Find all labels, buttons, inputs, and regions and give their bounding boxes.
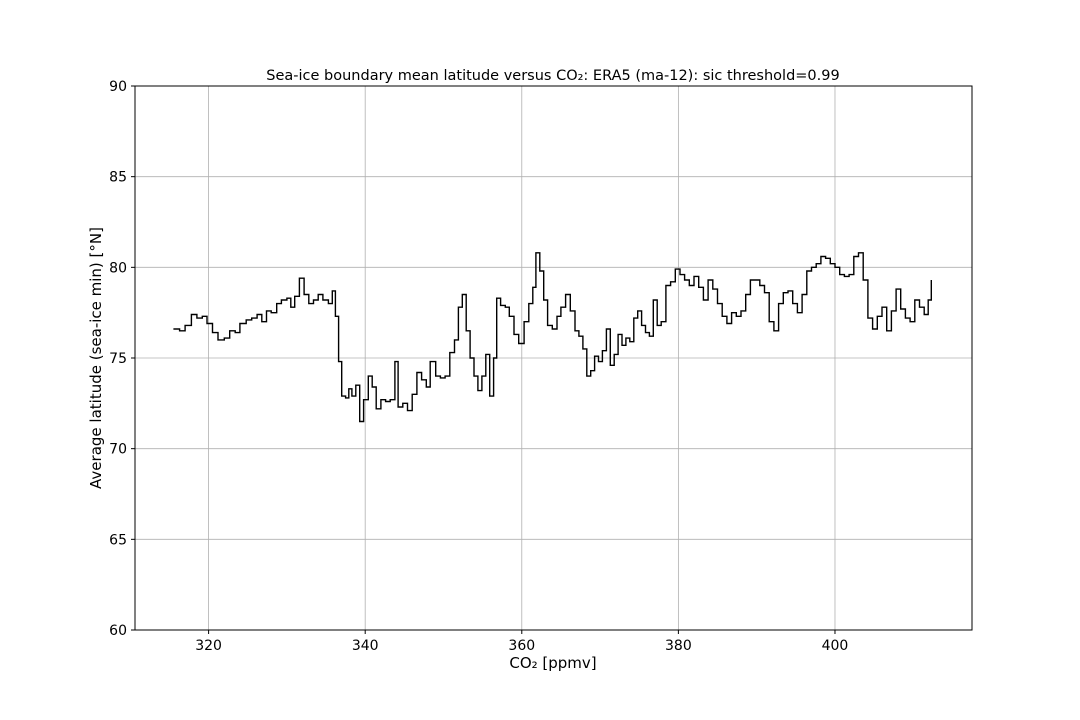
grid [135, 86, 972, 630]
series-group [173, 252, 932, 423]
y-tick-label: 65 [109, 532, 127, 548]
chart-title: Sea-ice boundary mean latitude versus CO… [266, 68, 839, 84]
y-tick-label: 75 [109, 351, 127, 367]
x-tick-label: 360 [508, 638, 535, 654]
y-tick-label: 90 [109, 79, 127, 95]
x-axis-label: CO₂ [ppmv] [509, 654, 596, 672]
y-tick-label: 80 [109, 260, 127, 276]
ticks: 320 340 360 380 400 60 65 70 75 80 85 90 [109, 79, 848, 654]
x-tick-label: 380 [665, 638, 692, 654]
y-tick-label: 85 [109, 170, 127, 186]
y-tick-label: 70 [109, 442, 127, 458]
series-line [173, 252, 932, 423]
x-tick-label: 340 [352, 638, 379, 654]
y-tick-label: 60 [109, 623, 127, 639]
plot-frame [134, 85, 973, 631]
x-tick-label: 400 [822, 638, 849, 654]
y-axis-label: Average latitude (sea-ice min) [°N] [87, 227, 105, 489]
x-tick-label: 320 [195, 638, 222, 654]
